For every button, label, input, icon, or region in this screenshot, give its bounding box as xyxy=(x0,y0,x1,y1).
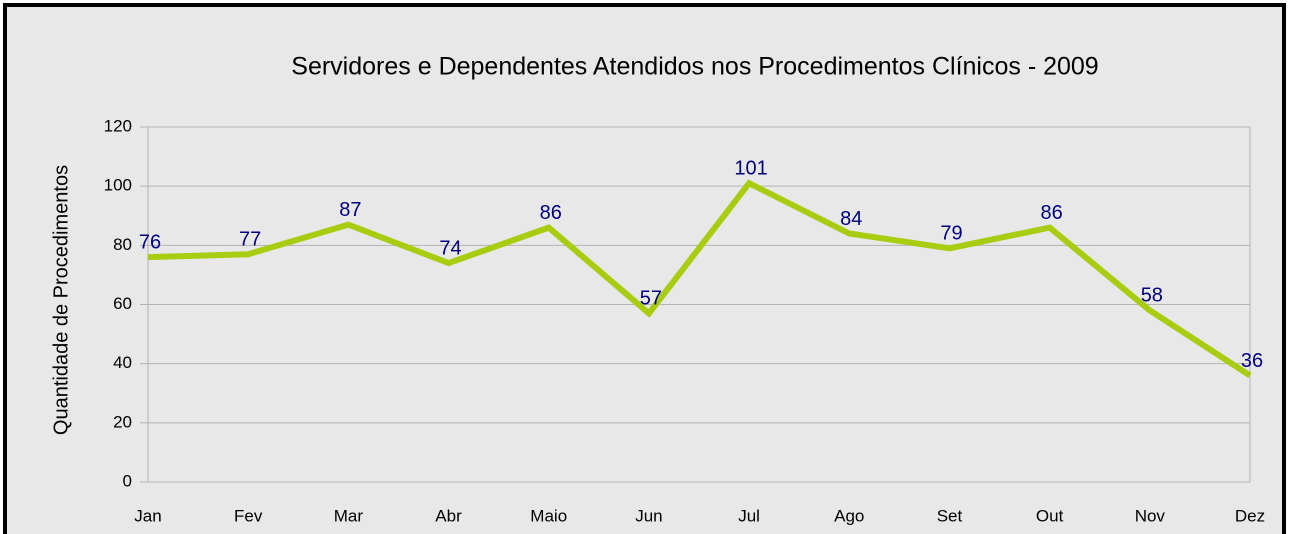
x-tick-label: Jan xyxy=(134,506,161,525)
x-tick-label: Out xyxy=(1036,506,1064,525)
data-label: 79 xyxy=(940,223,962,245)
data-label: 76 xyxy=(139,231,161,253)
y-tick-label: 60 xyxy=(113,294,132,313)
x-tick-label: Jun xyxy=(635,506,662,525)
y-tick-label: 0 xyxy=(123,471,132,490)
data-label: 84 xyxy=(840,208,862,230)
x-tick-label: Ago xyxy=(834,506,864,525)
data-label: 57 xyxy=(640,288,662,310)
y-tick-label: 40 xyxy=(113,353,132,372)
y-tick-label: 80 xyxy=(113,235,132,254)
x-tick-label: Set xyxy=(937,506,963,525)
x-tick-label: Fev xyxy=(234,506,263,525)
x-tick-label: Nov xyxy=(1135,506,1166,525)
data-label: 86 xyxy=(1041,202,1063,224)
data-label: 36 xyxy=(1241,350,1263,372)
y-tick-label: 120 xyxy=(104,116,132,135)
y-tick-label: 100 xyxy=(104,176,132,195)
data-label: 58 xyxy=(1141,285,1163,307)
x-tick-label: Abr xyxy=(435,506,462,525)
x-tick-label: Maio xyxy=(530,506,567,525)
y-axis-label: Quantidade de Procedimentos xyxy=(50,165,72,435)
data-label: 77 xyxy=(239,228,261,250)
data-label: 87 xyxy=(339,199,361,221)
chart-title: Servidores e Dependentes Atendidos nos P… xyxy=(291,53,1098,81)
y-tick-label: 20 xyxy=(113,412,132,431)
data-label: 86 xyxy=(540,202,562,224)
chart-frame xyxy=(3,3,1286,534)
x-tick-label: Dez xyxy=(1235,506,1265,525)
data-line xyxy=(147,179,1252,379)
x-tick-label: Jul xyxy=(738,506,760,525)
data-label: 74 xyxy=(439,237,461,259)
x-tick-label: Mar xyxy=(334,506,364,525)
data-label: 101 xyxy=(734,157,767,179)
